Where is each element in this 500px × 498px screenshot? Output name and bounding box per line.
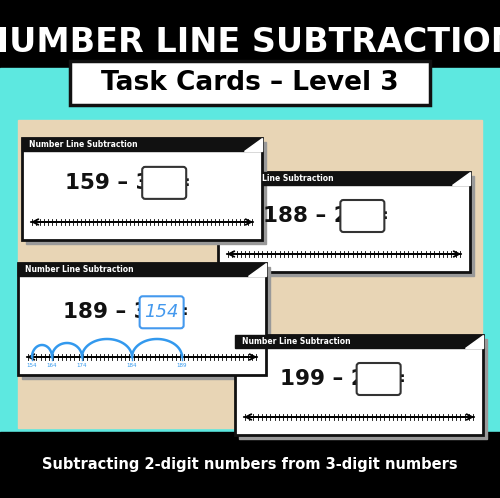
- Bar: [239, 339, 487, 439]
- Polygon shape: [452, 172, 470, 185]
- Text: Number Line Subtraction: Number Line Subtraction: [29, 140, 138, 149]
- Text: 184: 184: [127, 363, 137, 368]
- FancyBboxPatch shape: [140, 296, 184, 328]
- FancyBboxPatch shape: [235, 335, 483, 435]
- Text: 188 – 23 =: 188 – 23 =: [264, 206, 390, 226]
- Text: 189 – 35 =: 189 – 35 =: [62, 302, 188, 322]
- Bar: [22, 267, 270, 379]
- Text: 189: 189: [177, 363, 187, 368]
- FancyBboxPatch shape: [18, 263, 266, 375]
- Text: Number Line Subtraction: Number Line Subtraction: [225, 174, 334, 183]
- Bar: [18, 120, 482, 428]
- Bar: [0, 432, 500, 498]
- Text: 174: 174: [77, 363, 88, 368]
- Text: Number Line Subtraction: Number Line Subtraction: [242, 337, 350, 346]
- Text: 159 – 38 =: 159 – 38 =: [65, 173, 191, 193]
- Text: 154: 154: [27, 363, 37, 368]
- Text: 154: 154: [144, 303, 179, 321]
- Text: NUMBER LINE SUBTRACTION: NUMBER LINE SUBTRACTION: [0, 25, 500, 58]
- Bar: [222, 176, 474, 276]
- Bar: [235, 335, 483, 348]
- Text: 199 – 24 =: 199 – 24 =: [280, 369, 406, 389]
- FancyBboxPatch shape: [218, 172, 470, 272]
- Text: 164: 164: [47, 363, 57, 368]
- Bar: [0, 68, 500, 432]
- FancyBboxPatch shape: [70, 61, 430, 105]
- Bar: [18, 263, 266, 276]
- Text: Task Cards – Level 3: Task Cards – Level 3: [101, 70, 399, 96]
- FancyBboxPatch shape: [22, 138, 262, 240]
- Polygon shape: [248, 263, 266, 276]
- Bar: [218, 172, 470, 185]
- FancyBboxPatch shape: [142, 167, 186, 199]
- Polygon shape: [244, 138, 262, 151]
- Bar: [22, 138, 262, 151]
- Bar: [0, 0, 500, 68]
- FancyBboxPatch shape: [340, 200, 384, 232]
- Text: Number Line Subtraction: Number Line Subtraction: [25, 265, 134, 274]
- Bar: [26, 142, 266, 244]
- Polygon shape: [465, 335, 483, 348]
- Text: Subtracting 2-digit numbers from 3-digit numbers: Subtracting 2-digit numbers from 3-digit…: [42, 458, 458, 473]
- FancyBboxPatch shape: [356, 363, 401, 395]
